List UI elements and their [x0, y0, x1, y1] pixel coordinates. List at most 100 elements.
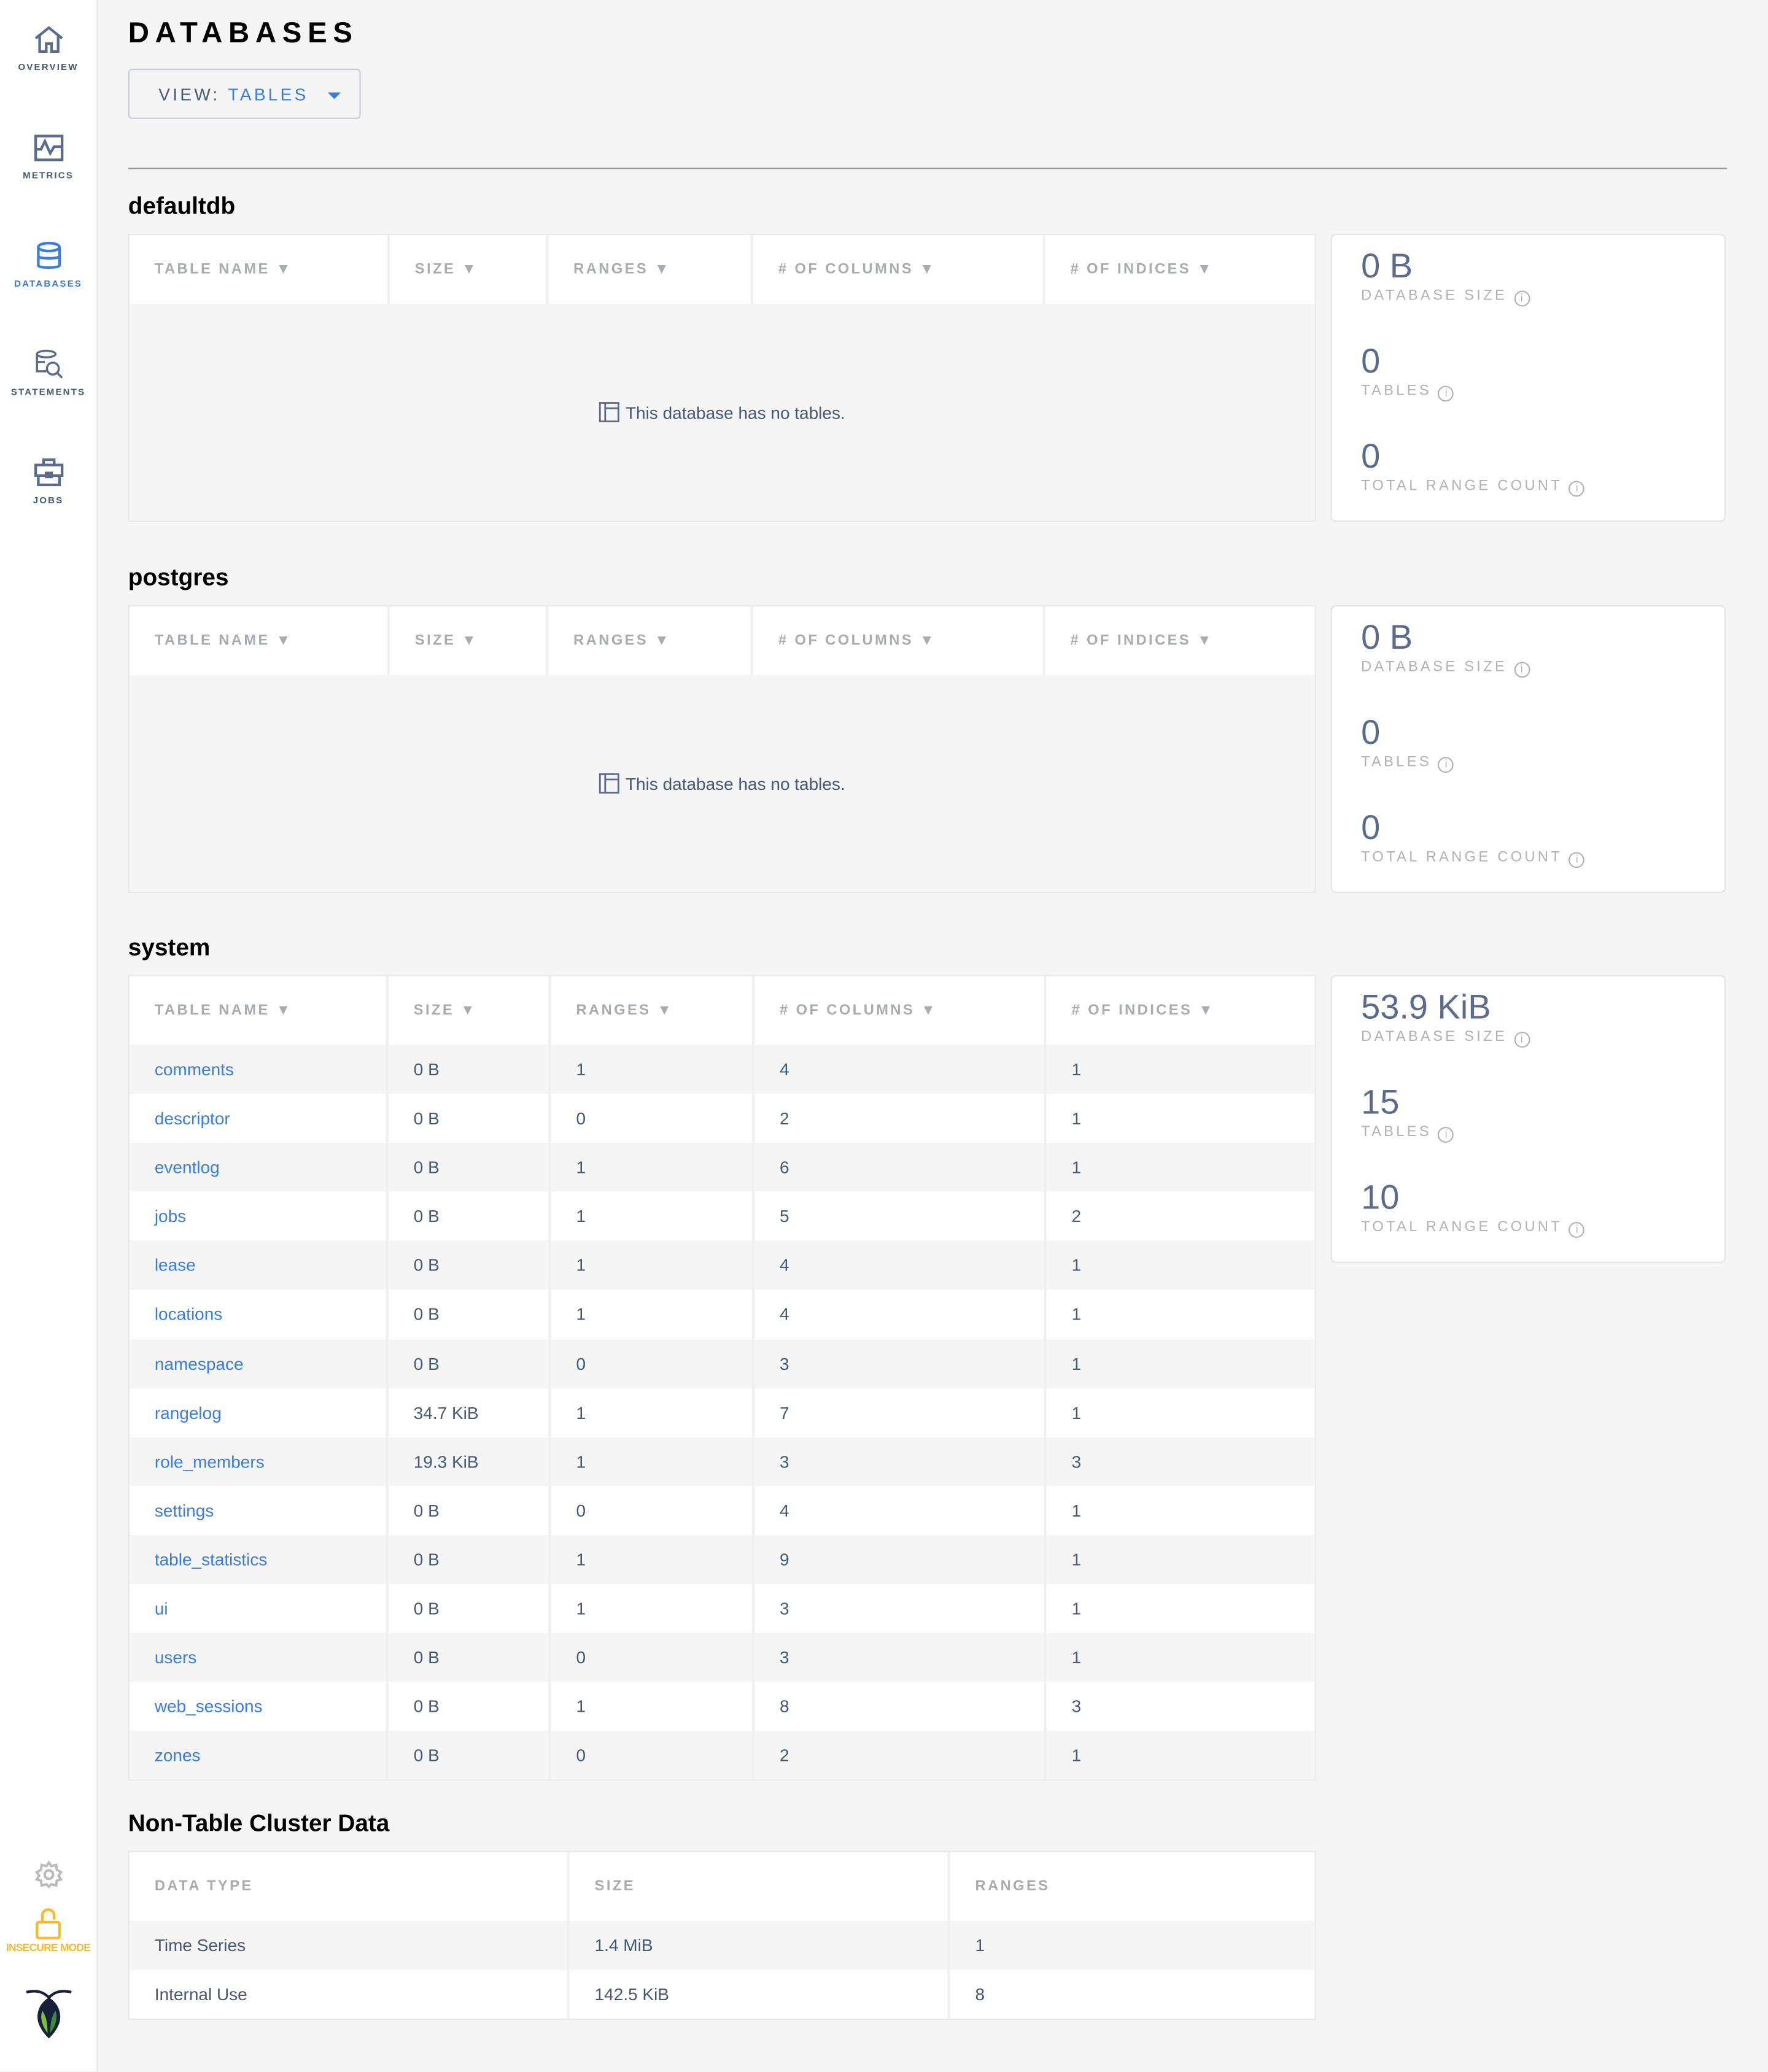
info-icon[interactable]: i: [1513, 1032, 1530, 1048]
sidebar: OVERVIEW METRICS DATABASES STATEMENTS JO…: [0, 0, 98, 2072]
column-header-size[interactable]: SIZE ▼: [389, 976, 551, 1045]
cell-ranges: 1: [975, 1935, 985, 1955]
cell-table-name: rangelog: [130, 1388, 389, 1437]
table-link[interactable]: namespace: [154, 1353, 244, 1374]
column-header-ranges[interactable]: RANGES ▼: [551, 976, 755, 1045]
cell-columns: 3: [754, 1437, 1047, 1486]
table-link[interactable]: table_statistics: [154, 1549, 268, 1570]
cell-indices: 2: [1071, 1206, 1082, 1227]
cell-indices: 1: [1071, 1745, 1082, 1766]
tables-count-value: 0: [1361, 712, 1381, 752]
column-header-size[interactable]: SIZE ▼: [390, 606, 549, 675]
sidebar-label: JOBS: [33, 497, 64, 506]
database-summary-card: 53.9 KiB DATABASE SIZE i 15 TABLES i 10 TO…: [1330, 975, 1726, 1263]
cell-ranges: 1: [551, 1388, 755, 1437]
cell-columns: 3: [754, 1339, 1047, 1388]
info-icon[interactable]: i: [1438, 1127, 1454, 1143]
cell-ranges: 1: [551, 1583, 755, 1633]
cell-table-name: comments: [130, 1045, 389, 1094]
table-link[interactable]: ui: [154, 1598, 168, 1618]
cell-size: 0 B: [389, 1682, 551, 1731]
table-link[interactable]: zones: [154, 1745, 201, 1766]
cell-size: 0 B: [389, 1094, 551, 1143]
cell-size: 19.3 KiB: [389, 1437, 551, 1486]
cell-indices: 3: [1071, 1696, 1082, 1717]
database-name: system: [128, 934, 211, 961]
sidebar-label: METRICS: [23, 171, 74, 181]
table-link[interactable]: locations: [154, 1304, 223, 1324]
empty-state: This database has no tables.: [130, 401, 1315, 423]
non-table-cluster-data-table: DATA TYPE SIZE RANGES Time Series 1.4 Mi…: [128, 1850, 1316, 2020]
cell-table-name: eventlog: [130, 1143, 389, 1193]
column-header-table-name[interactable]: TABLE NAME ▼: [130, 606, 390, 675]
empty-text: This database has no tables.: [625, 774, 845, 794]
cell-table-name: settings: [130, 1486, 389, 1536]
sidebar-item-overview[interactable]: OVERVIEW: [0, 24, 96, 73]
tables-table-postgres: TABLE NAME ▼ SIZE ▼ RANGES ▼ # OF COLUMN…: [128, 605, 1316, 894]
tables-count-value: 15: [1361, 1081, 1400, 1122]
table-link[interactable]: role_members: [154, 1452, 265, 1472]
sidebar-item-jobs[interactable]: JOBS: [0, 457, 96, 506]
column-header-columns[interactable]: # OF COLUMNS ▼: [753, 606, 1045, 675]
metrics-icon: [33, 134, 63, 161]
sidebar-item-databases[interactable]: DATABASES: [0, 241, 96, 289]
table-icon: [599, 773, 620, 794]
cell-ranges: 1: [551, 1289, 755, 1339]
column-header-ranges[interactable]: RANGES ▼: [548, 235, 753, 304]
sidebar-label: OVERVIEW: [18, 63, 79, 73]
cell-indices: 1: [1071, 1304, 1082, 1324]
cell-size: 0 B: [389, 1583, 551, 1633]
info-icon[interactable]: i: [1438, 385, 1454, 402]
database-name: defaultdb: [128, 193, 236, 220]
table-link[interactable]: descriptor: [154, 1108, 230, 1129]
column-header-table-name[interactable]: TABLE NAME ▼: [130, 235, 390, 304]
column-header-indices[interactable]: # OF INDICES ▼: [1070, 633, 1214, 649]
cell-size: 142.5 KiB: [570, 1970, 950, 2019]
info-icon[interactable]: i: [1513, 662, 1530, 678]
column-header-columns[interactable]: # OF COLUMNS ▼: [754, 976, 1047, 1045]
info-icon[interactable]: i: [1568, 852, 1585, 868]
table-link[interactable]: comments: [154, 1059, 234, 1080]
info-icon[interactable]: i: [1438, 757, 1454, 773]
column-header-columns[interactable]: # OF COLUMNS ▼: [753, 235, 1045, 304]
settings-button[interactable]: [0, 1860, 96, 1889]
cell-table-name: web_sessions: [130, 1682, 389, 1731]
sidebar-label: STATEMENTS: [10, 388, 86, 398]
table-link[interactable]: rangelog: [154, 1402, 222, 1423]
sidebar-item-statements[interactable]: STATEMENTS: [0, 349, 96, 398]
cell-table-name: ui: [130, 1583, 389, 1633]
table-link[interactable]: jobs: [154, 1206, 187, 1227]
info-icon[interactable]: i: [1513, 290, 1530, 307]
column-header-table-name[interactable]: TABLE NAME ▼: [130, 976, 389, 1045]
column-header-indices[interactable]: # OF INDICES ▼: [1071, 1002, 1216, 1019]
sidebar-item-metrics[interactable]: METRICS: [0, 132, 96, 181]
range-count-label: TOTAL RANGE COUNT: [1361, 849, 1563, 865]
info-icon[interactable]: i: [1568, 481, 1585, 497]
empty-state: This database has no tables.: [130, 773, 1315, 794]
table-link[interactable]: lease: [154, 1255, 196, 1275]
cell-indices: 1: [1071, 1108, 1082, 1129]
column-header-size[interactable]: SIZE ▼: [390, 235, 549, 304]
table-link[interactable]: eventlog: [154, 1157, 220, 1178]
insecure-mode-indicator: INSECURE MODE: [0, 1908, 96, 1954]
cell-size: 0 B: [389, 1633, 551, 1682]
table-link[interactable]: web_sessions: [154, 1696, 263, 1717]
column-header-indices[interactable]: # OF INDICES ▼: [1070, 261, 1214, 278]
cell-ranges: 0: [551, 1486, 755, 1536]
insecure-mode-label: INSECURE MODE: [6, 1942, 91, 1954]
column-header-ranges[interactable]: RANGES ▼: [548, 606, 753, 675]
view-dropdown[interactable]: VIEW: TABLES: [128, 68, 361, 119]
cell-ranges: 1: [551, 1682, 755, 1731]
info-icon[interactable]: i: [1568, 1222, 1585, 1238]
tables-label: TABLES: [1361, 1124, 1432, 1140]
database-name: postgres: [128, 564, 229, 591]
table-link[interactable]: users: [154, 1647, 197, 1668]
table-link[interactable]: settings: [154, 1500, 214, 1521]
